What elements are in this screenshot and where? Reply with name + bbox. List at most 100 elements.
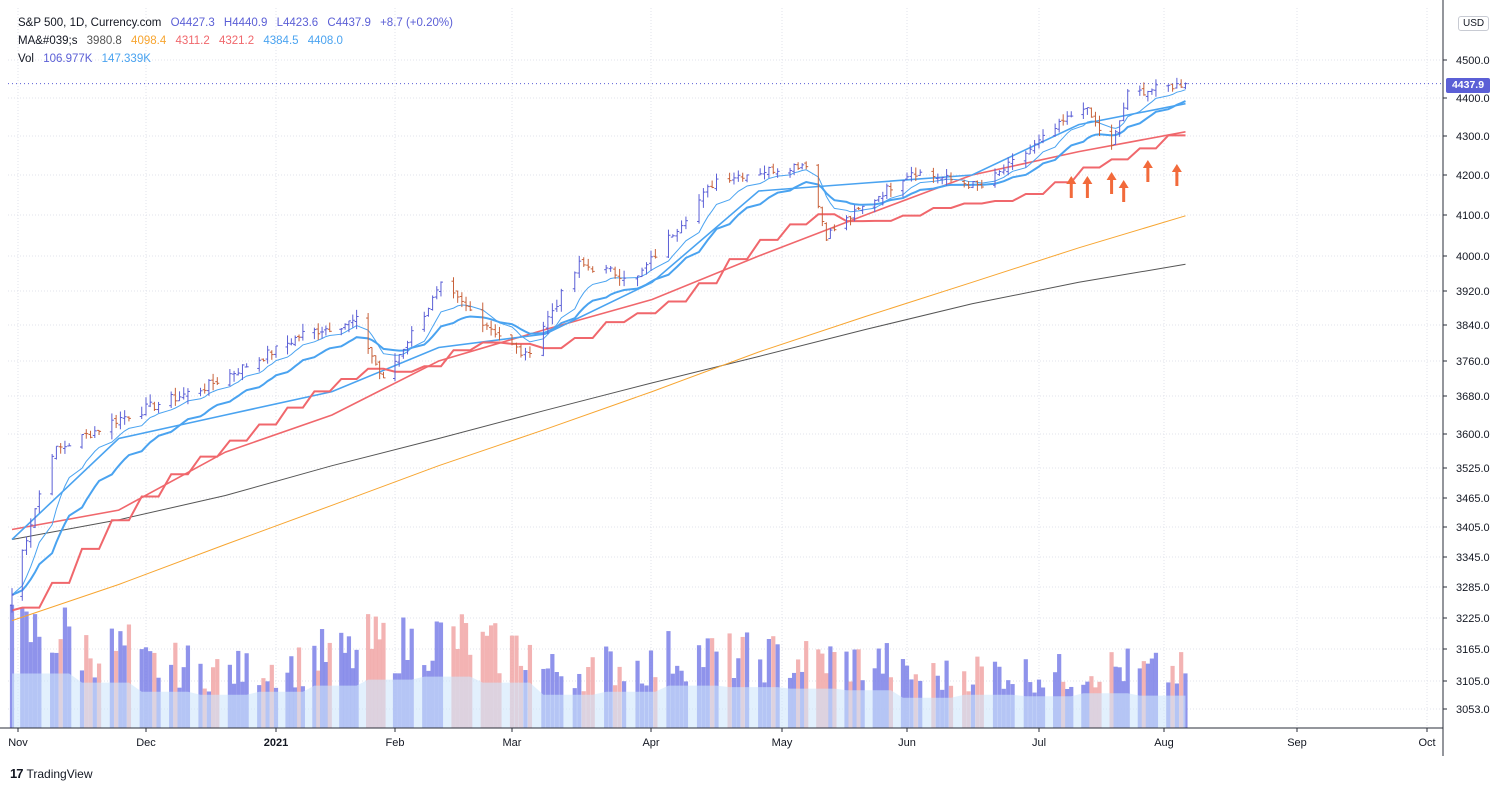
volume-bar (62, 607, 68, 728)
legend-symbol[interactable]: S&P 500, 1D, Currency.com (18, 17, 162, 29)
volume-bar (828, 646, 833, 728)
volume-bar (590, 657, 595, 728)
y-tick-label: 3105.0 (1456, 676, 1490, 688)
ohlc-bar (900, 180, 905, 198)
volume-bar (296, 647, 302, 728)
ohlc-bar (148, 394, 153, 408)
legend-vol-label[interactable]: Vol (18, 53, 34, 65)
ohlc-bar (316, 323, 321, 340)
ohlc-bar (966, 181, 971, 189)
x-tick-label: Feb (386, 737, 405, 749)
volume-bar (775, 644, 780, 728)
ohlc-bar (828, 228, 833, 240)
ohlc-bar (510, 334, 514, 346)
volume-bar (32, 614, 38, 728)
ohlc-bar (430, 295, 435, 311)
ohlc-bar (1032, 139, 1037, 154)
ohlc-bar (1065, 111, 1070, 125)
volume-bar (126, 624, 132, 728)
ohlc-bar (1041, 129, 1046, 144)
ohlc-bar (493, 324, 498, 338)
x-tick-label: Nov (8, 737, 28, 749)
ohlc-bar (909, 166, 914, 182)
ohlc-bar (740, 172, 745, 182)
volume-bar (339, 632, 344, 728)
volume-bar (900, 659, 906, 728)
y-tick-label: 3760.0 (1456, 356, 1490, 368)
ohlc-bar (33, 508, 38, 529)
ohlc-bar (1023, 150, 1028, 168)
volume-bar (459, 614, 464, 728)
ohlc-bar (409, 326, 414, 347)
ohlc-bar (1069, 111, 1074, 118)
volume-bar (346, 636, 352, 728)
ohlc-bar (114, 414, 119, 429)
ohlc-bar (697, 194, 702, 224)
signal-arrows (1066, 160, 1182, 202)
volume-bar (904, 665, 910, 728)
volume-bar (319, 629, 325, 728)
ohlc-bar (541, 321, 546, 357)
ohlc-bar (888, 182, 893, 197)
ohlc-bar (731, 172, 736, 185)
step-ma-line (11, 134, 1186, 612)
volume-bar (844, 651, 849, 728)
ohlc-bar (323, 325, 328, 336)
ohlc-bar (581, 257, 586, 267)
signal-arrow-icon (1142, 160, 1153, 182)
volume-bar (648, 650, 654, 728)
ma-line (11, 102, 1186, 541)
ohlc-bar (800, 163, 805, 170)
volume-bar (373, 616, 378, 728)
ohlc-bar (422, 311, 427, 332)
ohlc-bar (745, 174, 750, 183)
ohlc-bar (289, 338, 294, 346)
ma-line (11, 263, 1186, 540)
ohlc-bar (339, 328, 344, 336)
price-bars (10, 77, 1188, 613)
brand-label: TradingView (26, 766, 93, 781)
ohlc-bar (84, 429, 89, 439)
volume-bar (24, 611, 29, 728)
ohlc-bar (844, 215, 849, 231)
volume-bar (1153, 652, 1159, 728)
volume-bar (409, 628, 414, 728)
ohlc-bar (80, 434, 84, 449)
ohlc-bar (949, 172, 953, 183)
ohlc-bar (451, 277, 456, 299)
y-tick-label: 4000.0 (1456, 251, 1490, 263)
y-tick-label: 3680.0 (1456, 391, 1490, 403)
ohlc-bar (274, 345, 278, 358)
ohlc-bar (97, 429, 102, 436)
ohlc-bar (244, 363, 249, 368)
tradingview-brand[interactable]: 17 TradingView (10, 766, 93, 781)
volume-bar (327, 642, 332, 728)
ohlc-bar (640, 267, 645, 278)
y-tick-label: 3345.0 (1456, 552, 1490, 564)
x-tick-label: Sep (1287, 737, 1307, 749)
ohlc-bar (366, 313, 371, 354)
volume-bar (401, 617, 406, 728)
legend-ma-row: MA&#039;s 3980.8 4098.4 4311.2 4321.2 43… (18, 34, 349, 49)
volume-bar (185, 645, 191, 728)
ohlc-bar (211, 373, 216, 391)
ohlc-bar (727, 172, 732, 183)
volume-bar (434, 621, 439, 728)
ohlc-bar (181, 387, 186, 400)
ohlc-bar (944, 169, 949, 186)
legend-ma-value: 4408.0 (307, 35, 343, 47)
ohlc-bar (935, 173, 940, 184)
ohlc-bar (177, 391, 182, 402)
legend-ma-label[interactable]: MA&#039;s (18, 35, 78, 47)
volume-bar (484, 635, 490, 728)
ohlc-bar (455, 290, 460, 303)
volume-bar (740, 636, 745, 728)
ohlc-bar (464, 296, 469, 312)
ohlc-bar (297, 334, 302, 342)
ohlc-bar (37, 490, 42, 513)
ohlc-bar (285, 335, 290, 355)
currency-badge[interactable]: USD (1458, 16, 1490, 31)
ohlc-bar (393, 353, 397, 382)
ohlc-bar (227, 369, 232, 387)
